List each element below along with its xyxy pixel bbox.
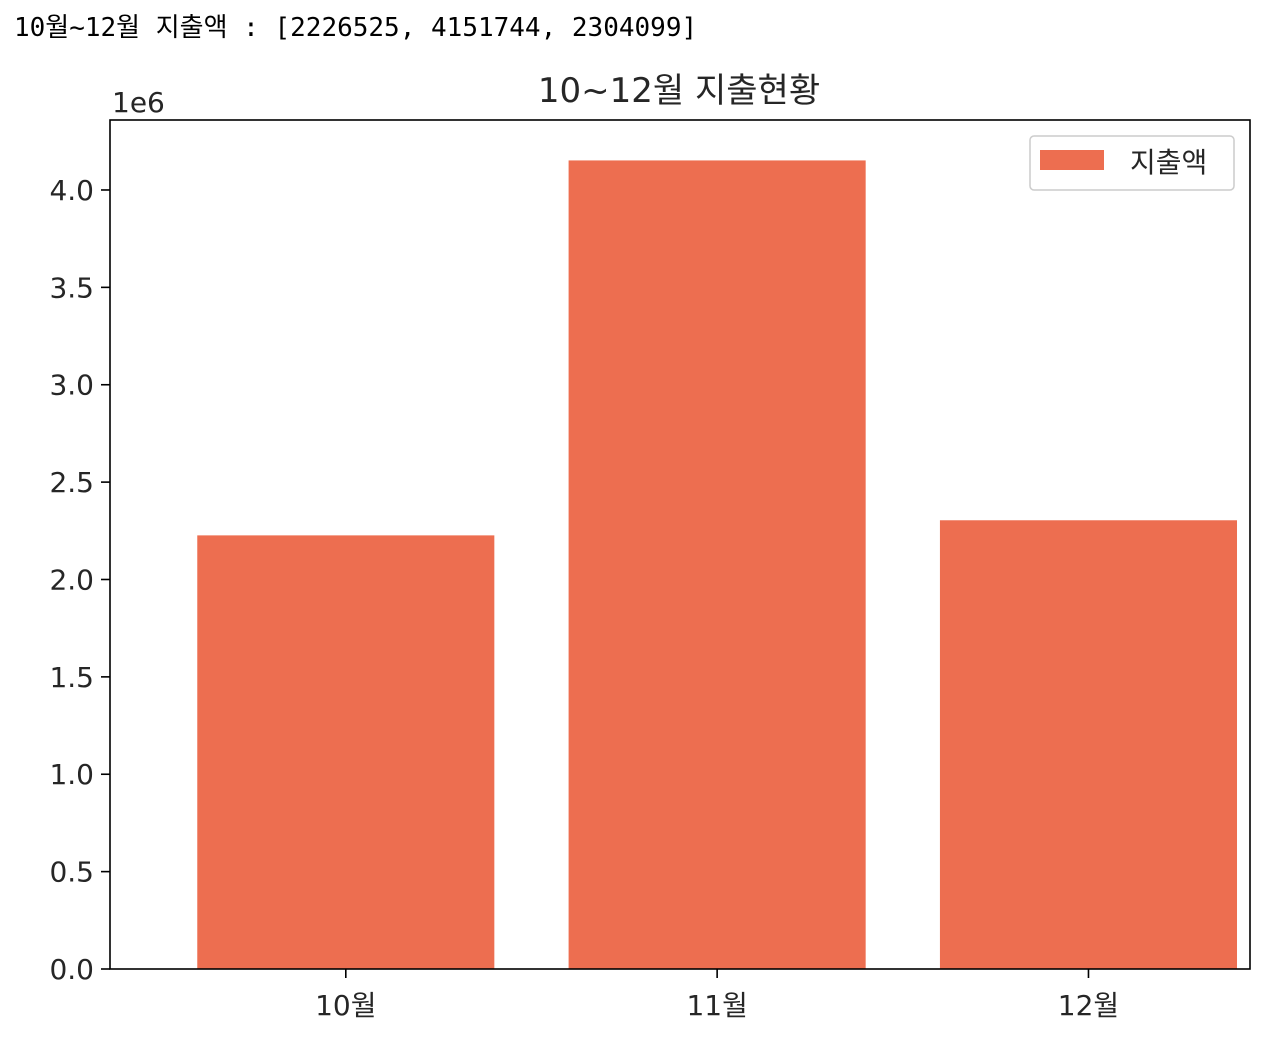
- x-tick-label: 11월: [686, 989, 747, 1022]
- y-tick-label: 3.5: [49, 271, 94, 304]
- y-tick-label: 1.5: [49, 661, 94, 694]
- y-axis-ticks: 0.0 0.5 1.0 1.5 2.0 2.5 3.0 3.5 4.0: [49, 174, 110, 986]
- y-offset-label: 1e6: [112, 86, 165, 119]
- cell-output-text: 10월~12월 지출액 : [2226525, 4151744, 2304099…: [14, 13, 698, 43]
- x-axis-ticks: 10월 11월 12월: [315, 969, 1119, 1022]
- x-tick-label: 10월: [315, 989, 376, 1022]
- y-tick-label: 1.0: [49, 758, 94, 791]
- legend-frame: [1029, 135, 1235, 191]
- x-tick-label: 12월: [1058, 989, 1119, 1022]
- bar-11월: [568, 160, 866, 969]
- legend-swatch: [1040, 150, 1104, 170]
- y-tick-label: 3.0: [49, 369, 94, 402]
- bar-10월: [197, 535, 495, 969]
- y-tick-label: 0.0: [49, 953, 94, 986]
- plot-frame: [109, 119, 1251, 970]
- y-tick-label: 0.5: [49, 856, 94, 889]
- y-tick-label: 4.0: [49, 174, 94, 207]
- legend-label: 지출액: [1130, 146, 1207, 179]
- legend: 지출액: [1029, 135, 1235, 191]
- chart-title: 10~12월 지출현황: [538, 71, 820, 111]
- y-tick-label: 2.5: [49, 466, 94, 499]
- bar-12월: [939, 520, 1238, 969]
- bars-group: [197, 160, 1238, 969]
- y-tick-label: 2.0: [49, 563, 94, 596]
